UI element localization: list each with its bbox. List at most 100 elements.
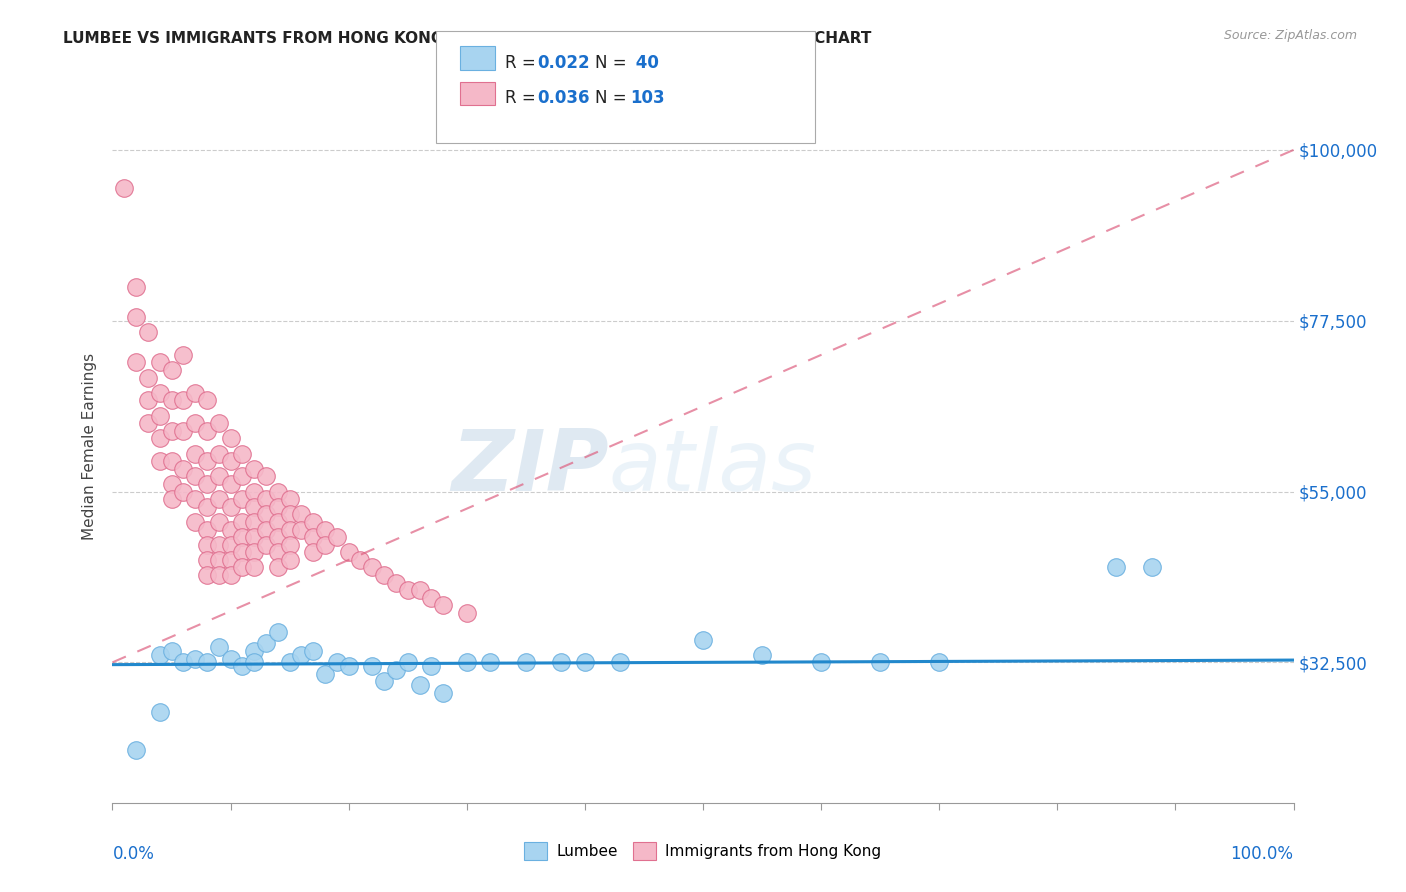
Point: [208, 447, 231, 461]
Point: [125, 310, 148, 324]
Point: [195, 538, 218, 552]
Text: 40: 40: [630, 54, 659, 71]
Point: [420, 591, 443, 605]
Point: [195, 393, 218, 408]
Point: [314, 666, 336, 681]
Point: [208, 538, 231, 552]
Text: 0.0%: 0.0%: [112, 845, 155, 863]
Point: [231, 447, 253, 461]
Point: [231, 530, 253, 544]
Point: [172, 484, 194, 499]
Point: [219, 568, 242, 582]
Point: [243, 545, 266, 559]
Point: [550, 656, 572, 670]
Text: R =: R =: [505, 89, 541, 107]
Point: [243, 500, 266, 514]
Point: [219, 500, 242, 514]
Point: [254, 523, 277, 537]
Point: [136, 416, 159, 430]
Point: [219, 523, 242, 537]
Point: [125, 355, 148, 369]
Point: [184, 515, 207, 529]
Point: [160, 454, 183, 468]
Point: [195, 454, 218, 468]
Point: [361, 560, 384, 574]
Point: [208, 469, 231, 483]
Text: R =: R =: [505, 54, 541, 71]
Point: [184, 651, 207, 665]
Point: [243, 560, 266, 574]
Point: [231, 515, 253, 529]
Point: [195, 424, 218, 438]
Point: [609, 656, 631, 670]
Point: [136, 325, 159, 339]
Point: [243, 656, 266, 670]
Text: 100.0%: 100.0%: [1230, 845, 1294, 863]
Point: [112, 181, 135, 195]
Point: [184, 469, 207, 483]
Point: [385, 663, 408, 677]
Point: [432, 599, 454, 613]
Point: [456, 656, 478, 670]
Point: [125, 742, 148, 756]
Point: [456, 606, 478, 620]
Point: [243, 484, 266, 499]
Point: [267, 625, 290, 640]
Point: [172, 393, 194, 408]
Point: [408, 583, 430, 598]
Point: [160, 477, 183, 491]
Point: [136, 393, 159, 408]
Point: [267, 530, 290, 544]
Point: [515, 656, 537, 670]
Point: [208, 416, 231, 430]
Point: [231, 659, 253, 673]
Point: [160, 644, 183, 658]
Point: [254, 508, 277, 522]
Point: [195, 568, 218, 582]
Point: [290, 648, 312, 662]
Point: [219, 538, 242, 552]
Point: [149, 355, 172, 369]
Point: [219, 477, 242, 491]
Text: atlas: atlas: [609, 425, 817, 509]
Point: [302, 644, 325, 658]
Point: [254, 469, 277, 483]
Point: [243, 644, 266, 658]
Point: [267, 500, 290, 514]
Point: [172, 348, 194, 362]
Point: [337, 545, 360, 559]
Point: [184, 385, 207, 400]
Point: [278, 656, 301, 670]
Point: [337, 659, 360, 673]
Text: N =: N =: [595, 89, 631, 107]
Point: [751, 648, 773, 662]
Point: [254, 492, 277, 507]
Point: [160, 424, 183, 438]
Point: [692, 632, 714, 647]
Point: [479, 656, 502, 670]
Point: [160, 363, 183, 377]
Point: [208, 492, 231, 507]
Point: [219, 651, 242, 665]
Point: [420, 659, 443, 673]
Point: [243, 530, 266, 544]
Point: [184, 492, 207, 507]
Point: [231, 560, 253, 574]
Point: [125, 279, 148, 293]
Point: [278, 553, 301, 567]
Point: [136, 370, 159, 384]
Point: [243, 462, 266, 476]
Point: [195, 553, 218, 567]
Point: [267, 515, 290, 529]
Point: [195, 523, 218, 537]
Point: [160, 492, 183, 507]
Point: [302, 515, 325, 529]
Text: N =: N =: [595, 54, 631, 71]
Point: [302, 530, 325, 544]
Point: [278, 523, 301, 537]
Point: [184, 416, 207, 430]
Point: [219, 454, 242, 468]
Point: [314, 538, 336, 552]
Point: [408, 678, 430, 692]
Point: [219, 553, 242, 567]
